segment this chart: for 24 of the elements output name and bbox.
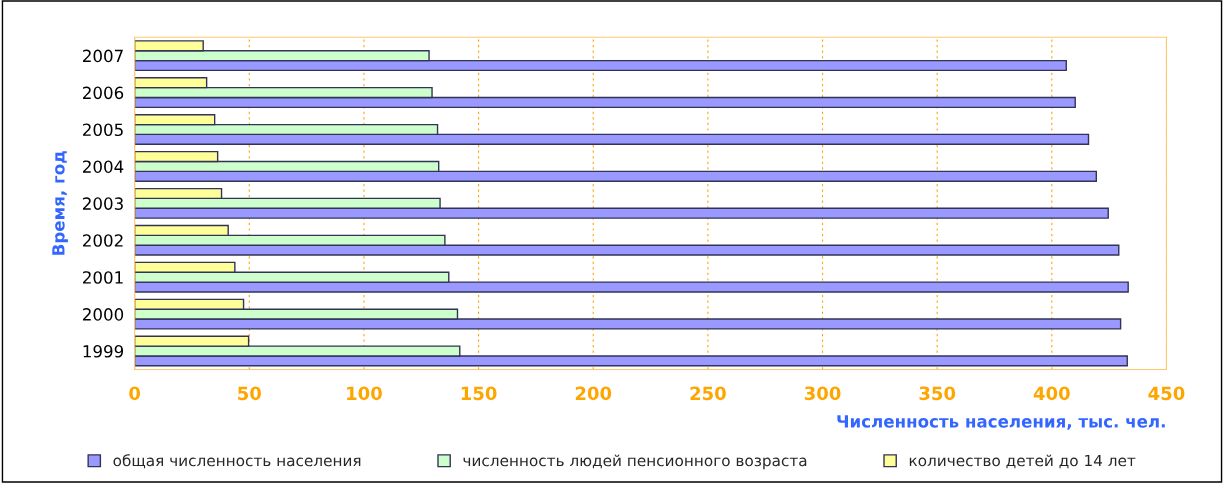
legend-label: общая численность населения — [113, 454, 361, 469]
y-tick-label: 2006 — [83, 86, 124, 100]
x-tick-label: 100 — [347, 386, 382, 401]
y-tick-label: 1999 — [83, 345, 124, 358]
x-tick-label: 350 — [919, 386, 956, 401]
x-tick-label: 200 — [575, 386, 612, 401]
x-tick-label: 400 — [1033, 386, 1070, 401]
y-tick-label: 2001 — [83, 271, 123, 284]
x-tick-label: 250 — [690, 386, 726, 401]
y-axis-title: Время, год — [52, 151, 68, 255]
x-tick-label: 0 — [129, 386, 141, 401]
legend-label: количество детей до 14 лет — [909, 454, 1136, 469]
y-tick-label: 2003 — [83, 197, 123, 210]
y-tick-label: 2007 — [83, 49, 123, 63]
legend-label: численность людей пенсионного возраста — [463, 454, 807, 470]
y-tick-label: 2002 — [83, 234, 123, 247]
x-tick-label: 150 — [461, 386, 497, 401]
y-tick-label: 2000 — [83, 308, 124, 321]
x-tick-label: 50 — [238, 386, 261, 401]
x-tick-label: 450 — [1148, 386, 1185, 401]
y-tick-label: 2005 — [83, 123, 123, 137]
y-tick-label: 2004 — [83, 160, 124, 173]
x-tick-label: 300 — [804, 386, 841, 401]
x-axis-title: Численность населения, тыс. чел. — [837, 415, 1165, 430]
